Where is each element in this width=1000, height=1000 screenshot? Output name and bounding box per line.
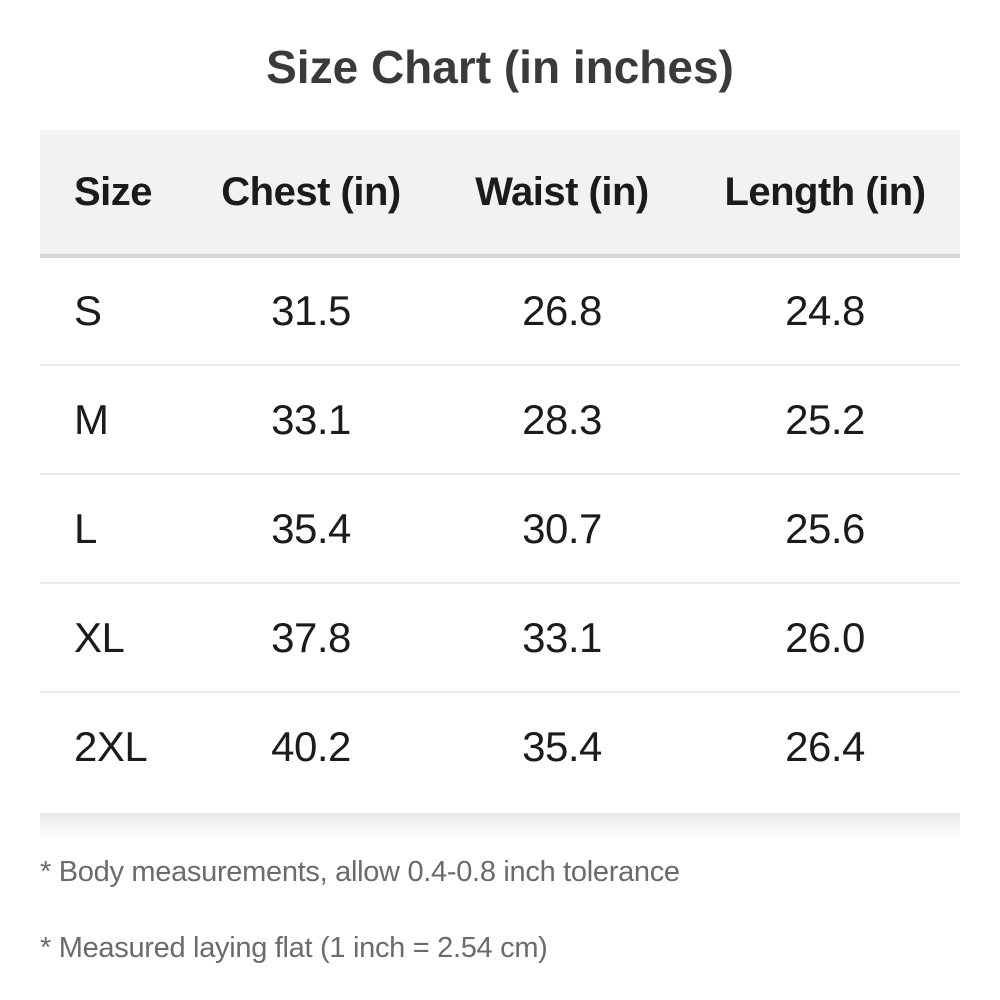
table-row-s: S 31.5 26.8 24.8 (40, 256, 960, 366)
length-cell: 25.2 (690, 365, 960, 475)
waist-cell: 28.3 (434, 365, 690, 475)
waist-cell: 30.7 (434, 474, 690, 584)
page-title: Size Chart (in inches) (266, 41, 734, 93)
waist-cell: 33.1 (434, 583, 690, 693)
table-header: Size Chest (in) Waist (in) Length (in) (40, 130, 960, 258)
length-cell: 25.6 (690, 474, 960, 584)
table-row-m: M 33.1 28.3 25.2 (40, 365, 960, 475)
waist-cell: 26.8 (434, 256, 690, 366)
length-cell: 26.4 (785, 723, 865, 770)
table-row-l: L 35.4 30.7 25.6 (40, 474, 960, 584)
table-row-2xl: 2XL 40.2 35.4 26.4 (40, 692, 960, 801)
column-header-chest: Chest (in) (188, 130, 434, 258)
column-header-length: Length (in) (690, 130, 960, 258)
size-cell: XL (40, 583, 188, 693)
size-cell: S (40, 256, 188, 366)
chest-cell: 37.8 (188, 583, 434, 693)
footnote-tolerance: * Body measurements, allow 0.4-0.8 inch … (40, 856, 680, 888)
column-header-waist: Waist (in) (434, 130, 690, 258)
chest-cell: 35.4 (188, 474, 434, 584)
chest-cell: 33.1 (188, 365, 434, 475)
table-body: S 31.5 26.8 24.8 M 33.1 28.3 25.2 L 35.4… (40, 256, 960, 801)
size-cell: L (40, 474, 188, 584)
length-cell: 24.8 (690, 256, 960, 366)
size-cell: 2XL (74, 723, 148, 770)
footnote-measurement: * Measured laying flat (1 inch = 2.54 cm… (40, 932, 548, 964)
size-cell: M (40, 365, 188, 475)
table-bottom-fade (40, 813, 960, 841)
chest-cell: 40.2 (271, 723, 351, 770)
chest-cell: 31.5 (188, 256, 434, 366)
size-chart-table: Size Chest (in) Waist (in) Length (in) S… (40, 130, 960, 801)
column-header-size: Size (40, 130, 188, 258)
header-row: Size Chest (in) Waist (in) Length (in) (40, 130, 960, 258)
table-row-xl: XL 37.8 33.1 26.0 (40, 583, 960, 693)
waist-cell: 35.4 (522, 723, 602, 770)
length-cell: 26.0 (690, 583, 960, 693)
